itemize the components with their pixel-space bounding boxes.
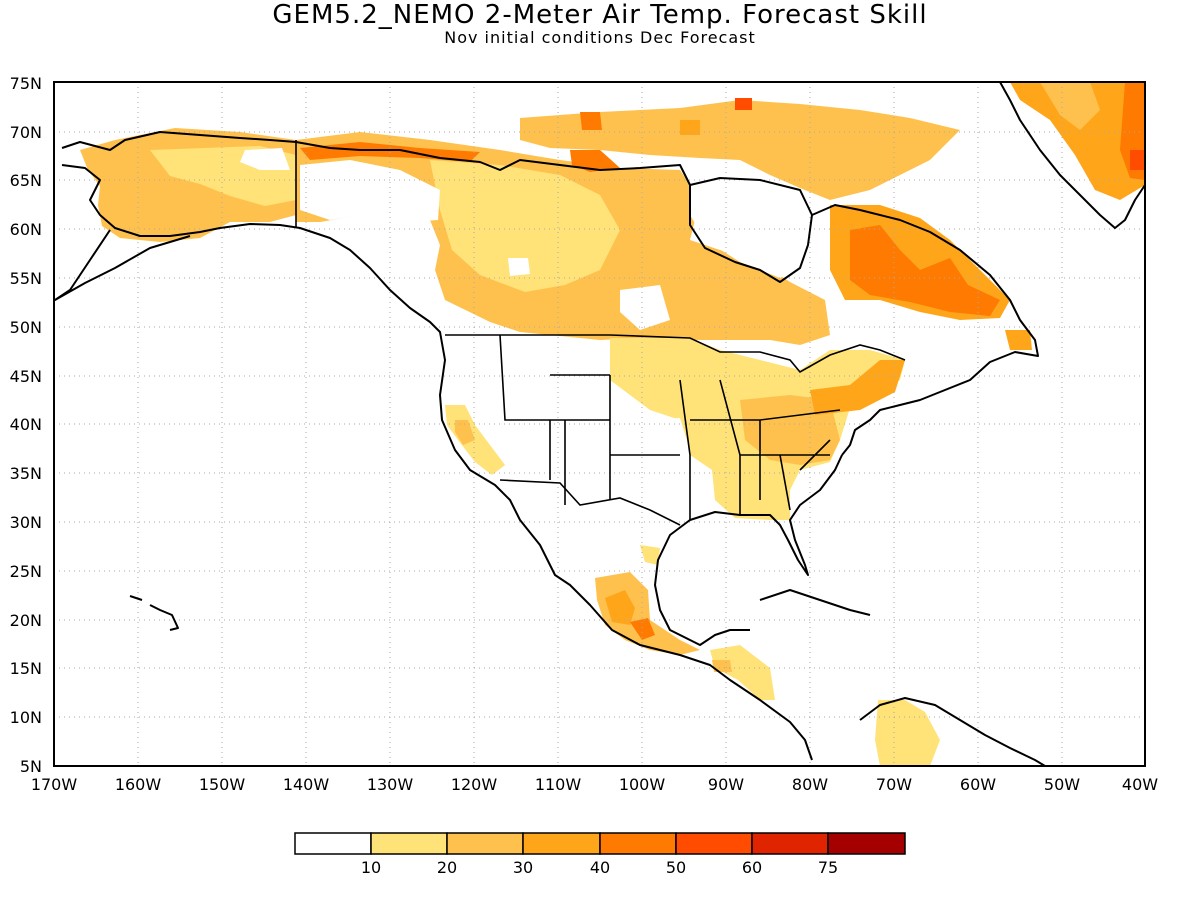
map-title: GEM5.2_NEMO 2-Meter Air Temp. Forecast S… bbox=[272, 0, 928, 30]
skill-region-canada-white2 bbox=[508, 258, 530, 276]
lat-label: 5N bbox=[20, 757, 42, 776]
lon-label: 60W bbox=[960, 775, 996, 794]
skill-region-greenland bbox=[1010, 82, 1145, 200]
border-us-canada bbox=[445, 334, 906, 374]
skill-region-canada-white3 bbox=[620, 285, 670, 330]
skill-region-south-america bbox=[875, 700, 940, 766]
skill-region-northeast bbox=[810, 360, 905, 415]
skill-region-hudson-bay bbox=[690, 178, 820, 278]
map-subtitle: Nov initial conditions Dec Forecast bbox=[444, 28, 756, 47]
skill-region-mexico-high bbox=[605, 590, 635, 625]
skill-region-yucatan bbox=[640, 545, 660, 565]
lat-label: 25N bbox=[10, 562, 42, 581]
lon-label: 40W bbox=[1122, 775, 1158, 794]
lat-label: 70N bbox=[10, 123, 42, 142]
skill-region-arctic-islands bbox=[520, 100, 960, 200]
legend-swatch bbox=[522, 832, 601, 855]
coastlines bbox=[54, 82, 1145, 766]
legend-label: 10 bbox=[361, 858, 381, 877]
skill-region-labrador-high bbox=[850, 225, 1000, 316]
lon-label: 120W bbox=[451, 775, 498, 794]
legend-labels: 10 20 30 40 50 60 75 bbox=[361, 858, 838, 877]
skill-region-alaska-white bbox=[240, 148, 290, 170]
coastline-greenland bbox=[999, 82, 1145, 229]
legend-label: 60 bbox=[742, 858, 762, 877]
lat-label: 55N bbox=[10, 269, 42, 288]
lon-label: 130W bbox=[367, 775, 414, 794]
lat-label: 40N bbox=[10, 415, 42, 434]
lon-label: 100W bbox=[619, 775, 666, 794]
state-lines bbox=[499, 334, 841, 520]
lon-label: 170W bbox=[31, 775, 78, 794]
legend-swatch bbox=[827, 832, 906, 855]
map-frame bbox=[53, 81, 1146, 767]
gridlines bbox=[54, 82, 1145, 766]
legend-label: 30 bbox=[513, 858, 533, 877]
lon-label: 150W bbox=[199, 775, 246, 794]
legend-swatch bbox=[751, 832, 829, 855]
coastline-hawaii bbox=[129, 595, 179, 631]
coastline-alaska bbox=[54, 131, 813, 761]
legend-label: 50 bbox=[666, 858, 686, 877]
legend-swatch bbox=[675, 832, 753, 855]
skill-region-canada-low bbox=[430, 160, 620, 292]
lon-label: 50W bbox=[1044, 775, 1080, 794]
coastline-labrador bbox=[811, 204, 1039, 456]
skill-region-central-america-mid bbox=[712, 660, 732, 672]
coastline-hudson-bay bbox=[689, 177, 813, 283]
legend-swatch bbox=[370, 832, 448, 855]
skill-region-arctic-mid bbox=[680, 120, 700, 135]
skill-region-arctic-high3 bbox=[735, 98, 752, 110]
legend-swatch bbox=[446, 832, 524, 855]
skill-region-arctic-high1 bbox=[570, 150, 620, 172]
skill-region-plains-white bbox=[640, 418, 690, 455]
longitude-labels: 170W 160W 150W 140W 130W 120W 110W 100W … bbox=[31, 775, 1158, 794]
lat-label: 65N bbox=[10, 171, 42, 190]
lon-label: 110W bbox=[535, 775, 582, 794]
lon-label: 140W bbox=[283, 775, 330, 794]
lat-label: 50N bbox=[10, 318, 42, 337]
skill-region-nova-scotia bbox=[1005, 330, 1032, 350]
lat-label: 10N bbox=[10, 708, 42, 727]
skill-region-greenland-low bbox=[1040, 82, 1100, 130]
lon-label: 90W bbox=[708, 775, 744, 794]
lat-label: 15N bbox=[10, 659, 42, 678]
lon-label: 160W bbox=[115, 775, 162, 794]
lat-label: 75N bbox=[10, 74, 42, 93]
skill-region-canada-white1 bbox=[300, 160, 440, 222]
legend-label: 40 bbox=[590, 858, 610, 877]
skill-region-mexico-high2 bbox=[630, 618, 655, 640]
lat-label: 35N bbox=[10, 464, 42, 483]
legend-swatch bbox=[294, 832, 372, 855]
legend-label: 20 bbox=[437, 858, 457, 877]
lat-label: 45N bbox=[10, 367, 42, 386]
border-us-mexico bbox=[499, 479, 681, 526]
lon-label: 80W bbox=[792, 775, 828, 794]
lat-label: 60N bbox=[10, 220, 42, 239]
coastline-south-america bbox=[859, 697, 1046, 766]
skill-region-greenland-high2 bbox=[1130, 150, 1145, 170]
legend-colorbar bbox=[294, 832, 906, 855]
skill-region-california-mid bbox=[455, 420, 475, 445]
legend-label: 75 bbox=[818, 858, 838, 877]
skill-region-central-america bbox=[710, 645, 775, 700]
lat-label: 20N bbox=[10, 611, 42, 630]
political-boundaries bbox=[295, 140, 906, 526]
legend-swatch bbox=[599, 832, 677, 855]
latitude-labels: 75N 70N 65N 60N 55N 50N 45N 40N 35N 30N … bbox=[10, 74, 42, 776]
lon-label: 70W bbox=[876, 775, 912, 794]
coastline-cuba bbox=[759, 589, 871, 616]
lat-label: 30N bbox=[10, 513, 42, 532]
skill-region-arctic-high2 bbox=[580, 112, 602, 130]
